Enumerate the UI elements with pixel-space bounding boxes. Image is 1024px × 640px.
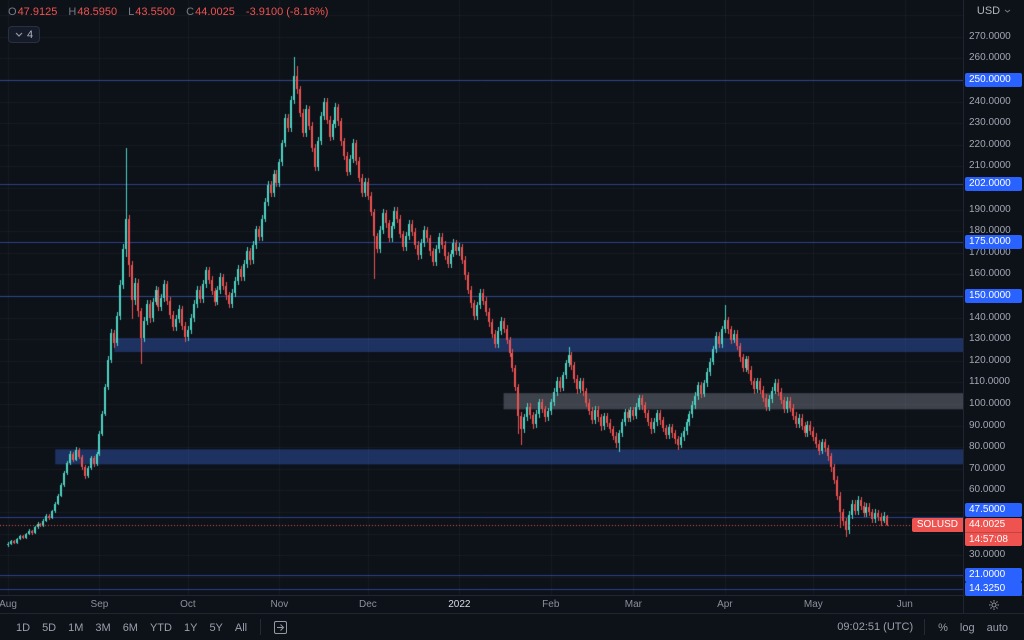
- legend-collapse-chip[interactable]: 4: [8, 26, 41, 43]
- currency-toggle-button[interactable]: USD: [964, 0, 1024, 21]
- gear-icon: [989, 599, 999, 610]
- price-tick: 220.0000: [969, 138, 1011, 150]
- candlestick-chart-canvas[interactable]: [0, 0, 963, 595]
- price-tick: 70.0000: [969, 462, 1006, 474]
- price-level-badge: 21.0000: [965, 567, 1022, 582]
- scale-button-percent[interactable]: %: [932, 619, 954, 637]
- legend-close-value: 44.0025: [195, 6, 235, 18]
- last-price-badge: 44.0025 14:57:08: [965, 517, 1022, 546]
- legend-open-label: O: [8, 6, 17, 18]
- time-axis-label: Nov: [270, 599, 289, 610]
- price-tick: 100.0000: [969, 397, 1011, 409]
- range-buttons: 1D 5D 1M 3M 6M YTD 1Y 5Y All: [10, 618, 253, 637]
- price-level-badge: 202.0000: [965, 176, 1022, 191]
- time-axis-label: Mar: [624, 599, 643, 610]
- currency-label: USD: [976, 4, 1001, 17]
- legend-high-label: H: [68, 6, 77, 18]
- price-tick: 210.0000: [969, 160, 1011, 172]
- price-tick: 240.0000: [969, 95, 1011, 107]
- symbol-price-label: SOLUSD: [911, 517, 963, 532]
- legend-close-label: C: [186, 6, 195, 18]
- scale-button-log[interactable]: log: [954, 619, 981, 637]
- time-axis-label: 2022: [448, 599, 471, 610]
- ohlc-legend: O47.9125 H48.5950 L43.5500 C44.0025 -3.9…: [8, 6, 328, 18]
- range-button-ytd[interactable]: YTD: [144, 619, 178, 637]
- price-tick: 120.0000: [969, 354, 1011, 366]
- range-button-5y[interactable]: 5Y: [203, 619, 228, 637]
- scale-button-auto[interactable]: auto: [981, 619, 1014, 637]
- price-tick: 190.0000: [969, 203, 1011, 215]
- axis-settings-corner[interactable]: [964, 595, 1024, 613]
- price-tick: 170.0000: [969, 246, 1011, 258]
- price-level-badge: 14.3250: [965, 581, 1022, 596]
- legend-open-value: 47.9125: [17, 6, 58, 18]
- price-tick: 270.0000: [969, 30, 1011, 42]
- price-axis[interactable]: USD 44.0025 14:57:08 270.0000 260.0000 240…: [963, 0, 1024, 613]
- price-tick: 130.0000: [969, 333, 1011, 345]
- legend-low-label: L: [128, 6, 135, 18]
- price-tick: 140.0000: [969, 311, 1011, 323]
- price-tick: 180.0000: [969, 225, 1011, 237]
- toolbar-divider: [260, 619, 262, 635]
- time-axis-label: Oct: [180, 599, 196, 610]
- time-axis-label: May: [803, 599, 823, 610]
- price-level-badge: 47.5000: [965, 503, 1022, 518]
- price-tick: 260.0000: [969, 52, 1011, 64]
- last-price-value: 44.0025: [969, 518, 1006, 530]
- price-tick: 80.0000: [969, 441, 1006, 453]
- clock[interactable]: 09:02:51 (UTC): [837, 621, 914, 633]
- bottom-toolbar: 1D 5D 1M 3M 6M YTD 1Y 5Y All 09:02:51 (UTC) % log…: [0, 613, 1024, 640]
- chevron-down-icon: [1004, 9, 1011, 13]
- time-axis-label: Apr: [717, 599, 733, 610]
- time-axis-label: Sep: [90, 599, 109, 610]
- time-axis-label: Dec: [358, 599, 377, 610]
- time-axis-label: Feb: [542, 599, 560, 610]
- toolbar-divider: [924, 619, 926, 635]
- price-tick: 160.0000: [969, 268, 1011, 280]
- time-axis[interactable]: Aug Sep Oct Nov Dec 2022 Feb Mar Apr May Jun: [0, 595, 963, 613]
- price-tick: 230.0000: [969, 117, 1011, 129]
- chart-pane: O47.9125 H48.5950 L43.5500 C44.0025 -3.9…: [0, 0, 963, 595]
- price-tick: 30.0000: [969, 549, 1006, 561]
- range-button-1y[interactable]: 1Y: [178, 619, 203, 637]
- price-level-badge: 250.0000: [965, 72, 1022, 87]
- range-button-all[interactable]: All: [229, 619, 253, 637]
- price-level-badge: 175.0000: [965, 234, 1022, 249]
- price-tick: 60.0000: [969, 484, 1006, 496]
- go-to-date-icon[interactable]: [268, 619, 293, 636]
- indicator-count: 4: [27, 28, 34, 41]
- legend-low-value: 43.5500: [135, 6, 176, 18]
- legend-high-value: 48.5950: [77, 6, 118, 18]
- range-button-3m[interactable]: 3M: [89, 619, 116, 637]
- time-axis-label: Aug: [0, 599, 17, 610]
- range-button-1m[interactable]: 1M: [62, 619, 89, 637]
- time-axis-label: Jun: [896, 599, 913, 610]
- chevron-down-icon: [15, 32, 23, 37]
- price-tick: 90.0000: [969, 419, 1006, 431]
- price-tick: 110.0000: [969, 376, 1010, 388]
- bar-countdown: 14:57:08: [965, 531, 1022, 546]
- range-button-6m[interactable]: 6M: [117, 619, 144, 637]
- legend-change-value: -3.9100 (-8.16%): [245, 6, 329, 18]
- price-level-badge: 150.0000: [965, 288, 1022, 303]
- range-button-5d[interactable]: 5D: [36, 619, 62, 637]
- range-button-1d[interactable]: 1D: [10, 619, 36, 637]
- scale-buttons: % log auto: [932, 618, 1014, 637]
